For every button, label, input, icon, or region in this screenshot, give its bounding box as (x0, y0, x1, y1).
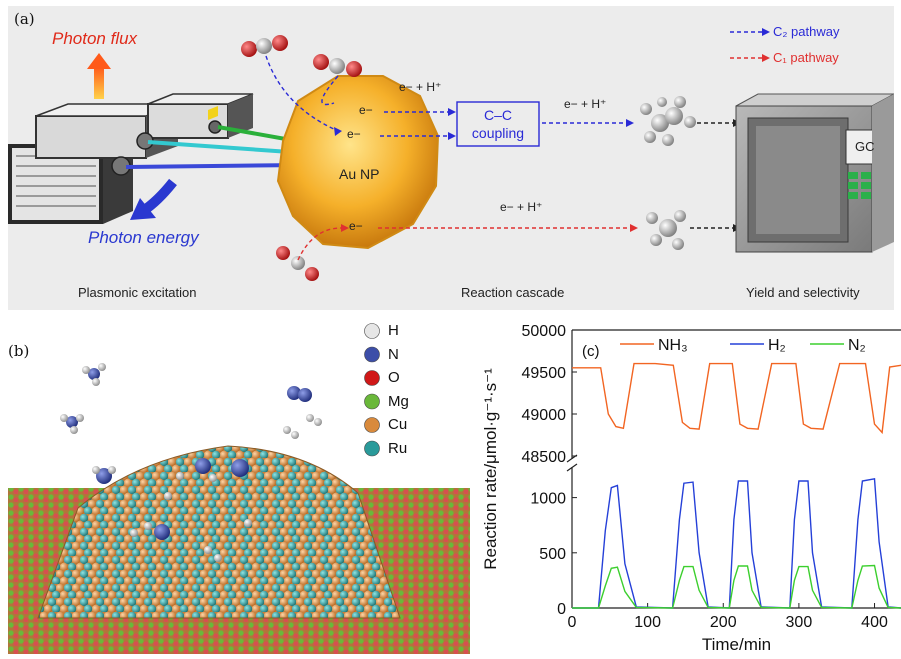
y-tick-label-upper: 50000 (522, 323, 567, 340)
photon-flux-arrow (87, 53, 111, 99)
c2-product-molecule (640, 96, 696, 146)
legend-marker-o (364, 370, 380, 386)
e-h-bottom-label: e− + H⁺ (500, 200, 543, 214)
panel-a-illustration (8, 28, 894, 281)
stage-label-cascade: Reaction cascade (461, 285, 565, 300)
stage-label-yield: Yield and selectivity (746, 285, 860, 300)
gc-instrument (735, 93, 894, 253)
y-tick-label-lower: 500 (539, 546, 566, 563)
panel-b-atomic-model: (b) H N O Mg Cu Ru (8, 318, 470, 654)
legend-label-1: NH₃ (658, 337, 688, 354)
panel-a-letter: (a) (14, 10, 35, 28)
photon-flux-label: Photon flux (52, 29, 138, 48)
series-line-2 (572, 477, 901, 609)
panel-c-chart: 0 100 200 300 400 48500 49000 49500 50000 0 500 100… (470, 318, 901, 659)
legend-label-cu: Cu (388, 416, 408, 433)
e-h-top-label: e− + H⁺ (399, 80, 442, 94)
legend-label-mg: Mg (388, 392, 409, 410)
legend-marker-cu (364, 417, 380, 433)
coupling-box (456, 101, 540, 147)
panel-b-illustration (8, 323, 470, 654)
c1-path-incoming (297, 227, 342, 261)
x-axis-label: Time/min (702, 635, 771, 654)
electron-label-3: e− (349, 219, 363, 233)
series-line-3 (572, 564, 901, 609)
x-tick-label: 100 (634, 614, 661, 631)
x-tick-label: 400 (861, 614, 888, 631)
panel-a-reaction-scheme: (a) Photon flux Photon energy Au NP e− e… (8, 6, 894, 310)
series-line-1 (572, 362, 901, 435)
element-legend-markers (364, 323, 380, 457)
adsorbed-species (92, 458, 252, 562)
axis-break-mark-2 (566, 463, 578, 472)
y-tick-label-lower: 0 (557, 601, 566, 618)
x-tick-label: 300 (786, 614, 813, 631)
photon-energy-label: Photon energy (88, 228, 199, 247)
co2-molecule-top-left (241, 35, 288, 57)
legend-label-o: O (388, 369, 400, 386)
c2-path-incoming-1 (265, 55, 337, 131)
legend-label-n: N (388, 345, 399, 363)
legend-c2-label: C₂ pathway (773, 24, 840, 39)
y-tick-label-upper: 49000 (522, 407, 567, 424)
c2-path-incoming-2 (321, 75, 339, 106)
co2-molecule-bottom (276, 246, 319, 281)
gas-molecules (60, 363, 322, 439)
legend-marker-ru (364, 440, 380, 457)
gc-label: GC (855, 139, 875, 154)
electron-label-1: e− (359, 103, 373, 117)
panel-a-legend-lines (730, 31, 762, 59)
legend-label-2: H₂ (768, 337, 786, 354)
laser-sources (8, 93, 254, 224)
y-axis-label: Reaction rate/μmol·g⁻¹·s⁻¹ (481, 368, 500, 570)
y-tick-label-lower: 1000 (530, 491, 566, 508)
y-tick-label-upper: 48500 (522, 449, 567, 466)
cu-ru-island (37, 445, 401, 619)
legend-marker-h (364, 323, 380, 339)
x-tick-label: 200 (710, 614, 737, 631)
x-tick-label: 0 (568, 614, 577, 631)
au-np-label: Au NP (339, 166, 380, 182)
e-h-mid-label: e− + H⁺ (564, 97, 607, 111)
coupling-label: C–C coupling (471, 107, 525, 141)
legend-c1-label: C₁ pathway (773, 50, 839, 65)
c1-product-molecule (646, 210, 686, 250)
stage-label-plasmonic: Plasmonic excitation (78, 285, 197, 300)
electron-label-2: e− (347, 127, 361, 141)
reaction-rate-chart: 0 100 200 300 400 48500 49000 49500 50000 0 500 100… (481, 323, 901, 654)
legend-label-ru: Ru (388, 439, 408, 457)
panel-b-letter: (b) (8, 342, 30, 360)
co2-molecule-top-right (313, 54, 362, 77)
panel-c-letter: (c) (582, 343, 600, 360)
y-tick-label-upper: 49500 (522, 365, 567, 382)
legend-label-3: N₂ (848, 337, 866, 354)
photon-energy-arrow (130, 178, 177, 220)
legend-marker-n (364, 346, 380, 363)
legend-marker-mg (364, 393, 380, 410)
legend-label-h: H (388, 322, 399, 339)
